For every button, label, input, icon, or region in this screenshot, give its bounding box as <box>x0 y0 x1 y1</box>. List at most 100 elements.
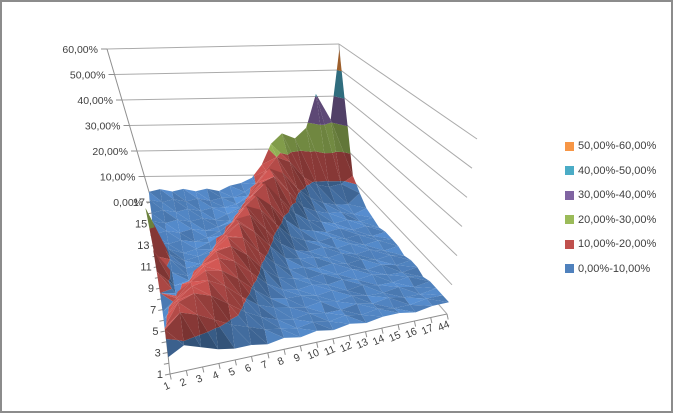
surface-face <box>197 314 216 332</box>
surface-face <box>280 328 301 338</box>
surface-face <box>426 298 449 306</box>
surface-face <box>287 152 304 178</box>
surface-face <box>222 219 236 236</box>
surface-face <box>390 255 411 261</box>
surface-face <box>367 295 389 304</box>
surface-face <box>151 210 166 224</box>
surface-face <box>387 274 409 283</box>
surface-face <box>307 96 321 125</box>
surface-face <box>342 279 363 291</box>
surface-face <box>229 319 232 325</box>
surface-face <box>261 157 277 171</box>
category-axis-tick-label: 12 <box>338 340 354 356</box>
surface-face <box>178 293 198 315</box>
surface-face <box>318 263 338 275</box>
value-axis-tick-label: 40,00% <box>77 95 113 107</box>
category-axis-tick <box>218 363 221 370</box>
surface-face <box>318 237 337 249</box>
surface-face <box>273 236 286 258</box>
surface-face <box>274 176 291 209</box>
surface-face <box>294 127 311 152</box>
surface-face <box>326 181 330 187</box>
surface-face <box>258 304 278 320</box>
surface-face <box>294 213 314 231</box>
surface-face <box>281 243 300 259</box>
surface-face <box>221 232 225 236</box>
surface-face <box>163 315 167 328</box>
surface-face <box>342 279 363 285</box>
value-axis-tick-label: 20,00% <box>92 146 128 158</box>
surface-face <box>277 319 297 329</box>
surface-face <box>375 259 396 266</box>
surface-face <box>303 177 313 185</box>
surface-face <box>259 251 266 260</box>
surface-face <box>340 181 345 184</box>
surface-face <box>270 143 281 158</box>
surface-face <box>190 221 206 231</box>
surface-face <box>230 246 251 273</box>
surface-face <box>232 205 247 223</box>
surface-face <box>156 271 172 293</box>
surface-face <box>208 280 229 304</box>
surface-face <box>215 246 235 262</box>
surface-face <box>190 270 209 282</box>
surface-face <box>328 181 342 187</box>
surface-face <box>199 332 219 350</box>
surface-face <box>244 187 251 196</box>
surface-face <box>331 290 352 296</box>
surface-face <box>300 190 316 212</box>
surface-face <box>219 185 234 198</box>
surface-face <box>320 124 333 154</box>
surface-face <box>404 297 427 305</box>
surface-face <box>224 207 240 214</box>
surface-face <box>208 280 229 304</box>
surface-face <box>274 307 294 320</box>
surface-face <box>322 273 343 285</box>
surface-face <box>267 283 287 299</box>
series-axis-tick <box>162 352 168 354</box>
surface-face <box>323 202 342 213</box>
category-axis-tick-label: 16 <box>403 325 419 341</box>
legend-label: 40,00%-50,00% <box>578 164 657 177</box>
side-wall-gridline <box>346 173 453 286</box>
side-wall-gridline <box>341 95 468 198</box>
surface-face <box>297 150 316 183</box>
surface-face <box>361 259 382 270</box>
surface-face <box>197 314 208 335</box>
surface-face <box>261 259 279 278</box>
surface-face <box>164 325 167 329</box>
surface-face <box>211 295 231 322</box>
surface-face <box>345 175 357 185</box>
surface-face <box>312 284 332 296</box>
surface-face <box>189 266 204 283</box>
legend-entry: 50,00%-60,00% <box>565 140 656 152</box>
surface-face <box>216 234 224 244</box>
surface-face <box>202 218 218 231</box>
surface-face <box>210 197 225 208</box>
surface-face <box>252 284 255 290</box>
surface-face <box>321 221 340 229</box>
surface-face <box>340 309 362 316</box>
surface-face <box>168 300 178 314</box>
surface-face <box>270 240 286 258</box>
surface-face <box>274 263 294 279</box>
surface-face <box>184 260 200 269</box>
category-axis-tick <box>234 359 237 366</box>
surface-face <box>238 223 260 252</box>
surface-face <box>312 284 332 291</box>
surface-face <box>323 247 342 258</box>
surface-face <box>335 151 353 182</box>
surface-face <box>190 218 206 231</box>
surface-face <box>303 267 323 279</box>
surface-face <box>253 279 271 299</box>
surface-face <box>230 215 236 223</box>
surface-face <box>218 258 239 279</box>
surface-face <box>306 122 325 154</box>
surface-face <box>221 197 237 208</box>
series-axis-tick <box>161 341 167 344</box>
surface-face <box>377 308 400 313</box>
series-axis-tick-label: 1 <box>157 369 163 381</box>
surface-face <box>297 188 301 192</box>
surface-face <box>233 192 248 198</box>
category-axis-tick <box>169 373 172 380</box>
